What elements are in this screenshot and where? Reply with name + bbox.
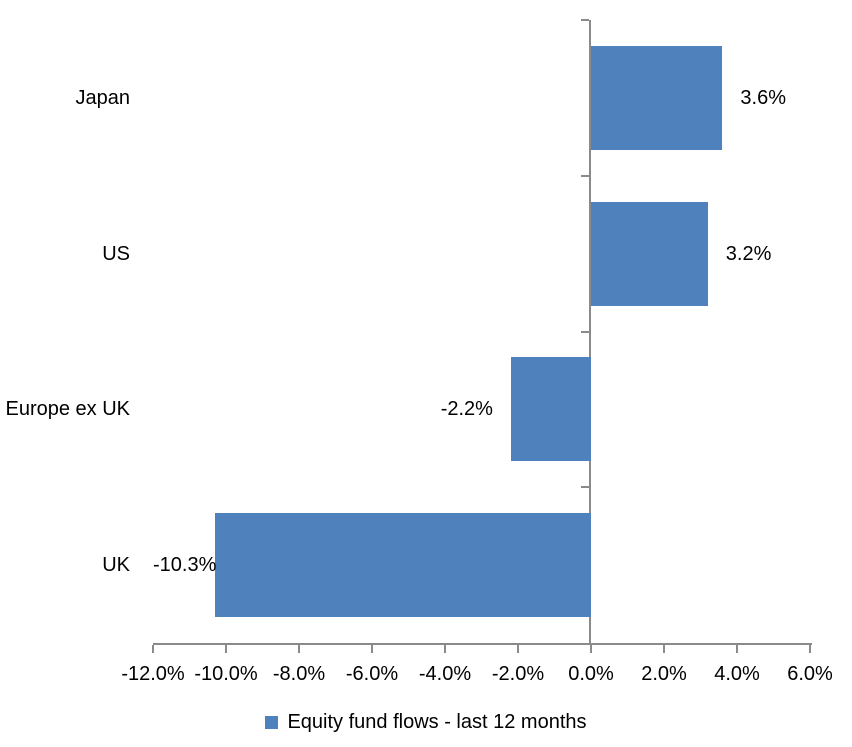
category-label-us: US	[102, 242, 130, 265]
x-axis-tick-label: 2.0%	[641, 663, 687, 685]
x-axis-tick	[225, 645, 227, 653]
x-axis-tick	[517, 645, 519, 653]
x-axis-tick-label: -2.0%	[491, 663, 545, 685]
data-label-japan: 3.6%	[740, 86, 786, 109]
x-axis-tick-label: -4.0%	[418, 663, 472, 685]
legend-label: Equity fund flows - last 12 months	[287, 711, 587, 733]
x-axis-tick	[444, 645, 446, 653]
bar-europe-ex-uk	[510, 357, 591, 461]
x-axis-tick	[663, 645, 665, 653]
x-axis-tick	[152, 645, 154, 653]
x-axis-tick	[736, 645, 738, 653]
y-axis-tick	[581, 19, 589, 21]
category-label-uk: UK	[102, 554, 130, 577]
category-label-japan: Japan	[75, 86, 131, 109]
legend-swatch-icon	[265, 715, 279, 729]
x-axis-tick-label: 0.0%	[568, 663, 614, 685]
y-axis-tick	[581, 330, 589, 333]
bar-uk	[215, 513, 591, 617]
x-axis-tick-label: -6.0%	[345, 663, 399, 685]
y-axis-line	[589, 20, 591, 643]
y-axis-tick	[581, 486, 589, 489]
x-axis-tick-label: -8.0%	[272, 663, 326, 685]
x-axis-tick-label: 4.0%	[714, 663, 760, 685]
x-axis-line	[153, 643, 812, 645]
x-axis-tick-label: -12.0%	[121, 663, 185, 685]
legend: Equity fund flows - last 12 months	[0, 705, 852, 739]
data-label-europe-ex-uk: -2.2%	[440, 398, 493, 421]
x-axis-tick-label: 6.0%	[787, 663, 833, 685]
x-axis-tick	[298, 645, 300, 653]
x-axis-tick	[371, 645, 373, 653]
x-axis-tick	[809, 645, 811, 653]
bar-japan	[591, 46, 723, 150]
x-axis-tick	[590, 645, 592, 653]
category-label-europe-ex-uk: Europe ex UK	[5, 398, 130, 421]
x-axis-tick-label: -10.0%	[194, 663, 258, 685]
data-label-us: 3.2%	[725, 242, 772, 265]
bar-us	[591, 202, 708, 306]
y-axis-tick	[581, 174, 589, 177]
data-label-uk: -10.3%	[153, 554, 217, 577]
